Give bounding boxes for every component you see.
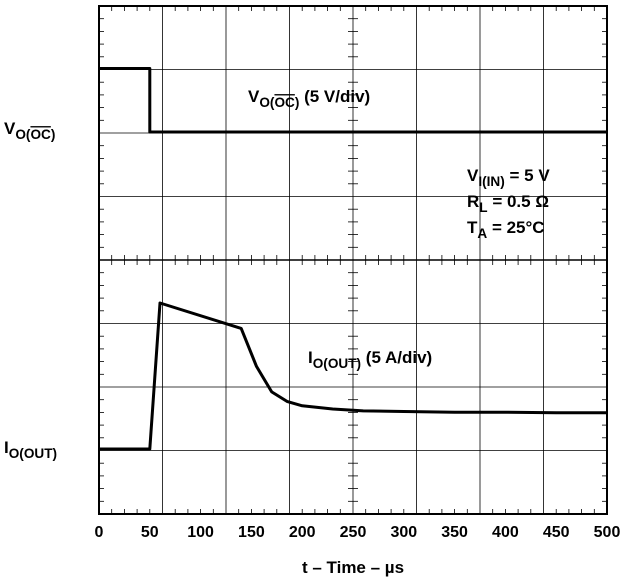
- series-line-current: [99, 301, 607, 451]
- x-tick-label: 100: [187, 524, 214, 541]
- series-label-voltage: VO(OC) (5 V/div): [248, 87, 370, 110]
- series-line-voltage: [99, 67, 607, 134]
- x-axis-label: t – Time – µs: [302, 558, 404, 577]
- trace-label-voltage: VO(OC): [4, 119, 55, 142]
- x-tick-label: 200: [289, 524, 316, 541]
- text-labels: VO(OC) (5 V/div) IO(OUT) (5 A/div) VO(OC) I…: [4, 87, 550, 577]
- x-tick-labels: 0 50 100 150 200 250 300 350 400 450 500: [95, 524, 621, 541]
- x-tick-label: 0: [95, 524, 104, 541]
- trace-label-current: IO(OUT): [4, 438, 57, 461]
- series-layer: [99, 67, 607, 451]
- x-tick-label: 400: [492, 524, 519, 541]
- condition-label: RL = 0.5 Ω: [467, 192, 549, 215]
- x-tick-label: 250: [340, 524, 367, 541]
- series-label-current: IO(OUT) (5 A/div): [308, 348, 432, 371]
- x-tick-label: 500: [594, 524, 621, 541]
- condition-label: VI(IN) = 5 V: [467, 166, 550, 189]
- condition-label: TA = 25°C: [467, 218, 545, 241]
- x-tick-label: 50: [141, 524, 159, 541]
- x-tick-label: 350: [441, 524, 468, 541]
- x-tick-label: 300: [390, 524, 417, 541]
- x-tick-label: 450: [543, 524, 570, 541]
- x-tick-label: 150: [238, 524, 265, 541]
